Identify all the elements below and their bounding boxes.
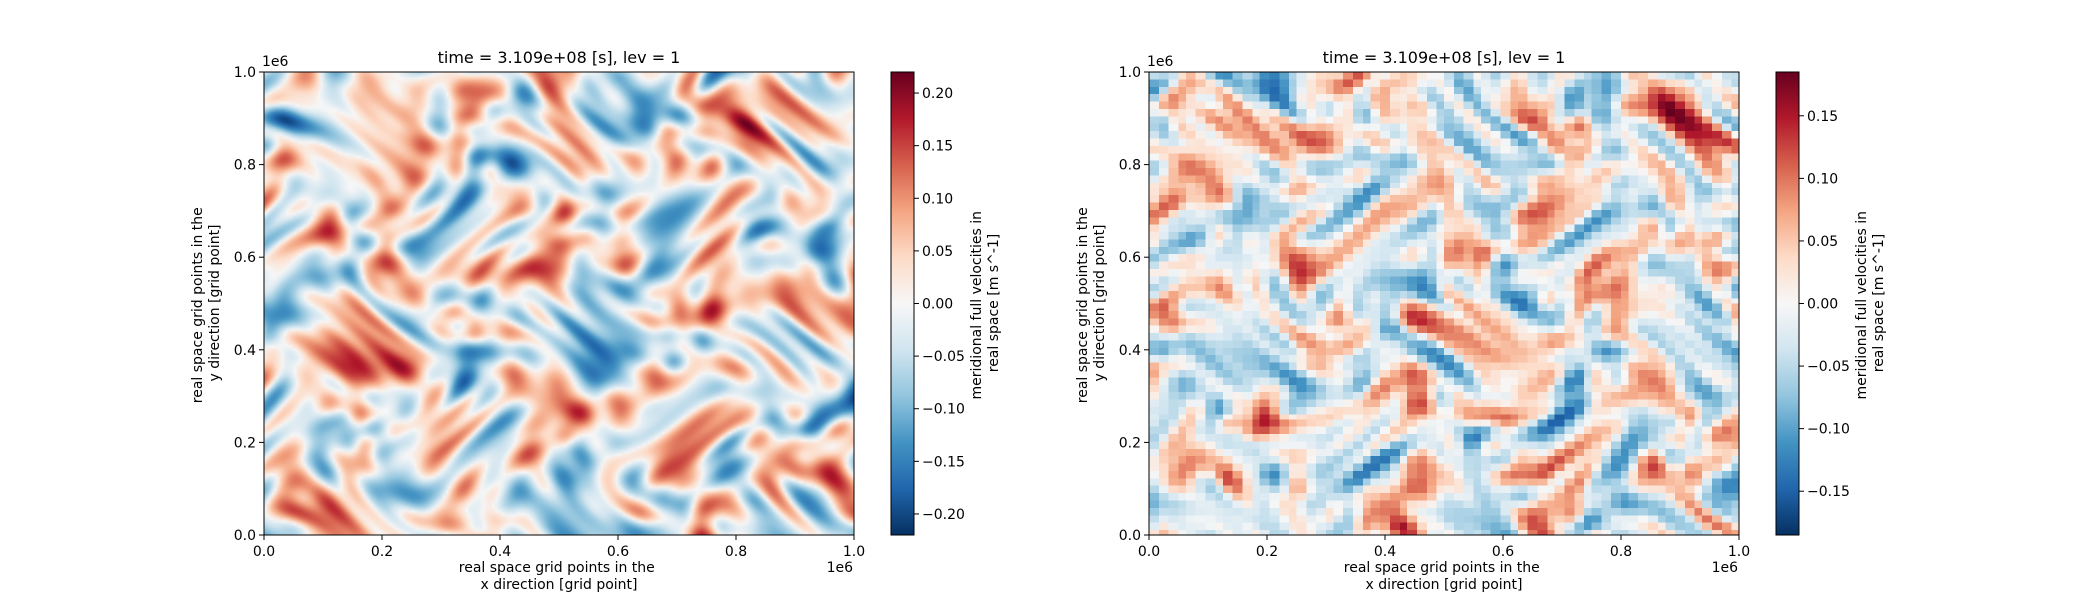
colorbar-label-line1: meridional full velocities in [1854, 211, 1870, 400]
x-tick-label: 0.4 [489, 544, 511, 560]
x-tick-label: 1.0 [843, 544, 865, 560]
x-axis-ticks: 0.0 0.2 0.4 0.6 0.8 1.0 [1138, 535, 1750, 560]
colorbar: −0.15 −0.10 −0.05 0.00 0.05 0.10 0.15 meridion… [1775, 71, 1887, 536]
y-tick-label: 0.8 [234, 158, 256, 174]
x-tick-label: 0.4 [1374, 544, 1396, 560]
y-axis-label: real space grid points in the y directio… [1075, 203, 1108, 403]
y-tick-label: 0.0 [234, 528, 256, 544]
colorbar-gradient [1775, 71, 1800, 536]
x-offset-label: 1e6 [1712, 560, 1739, 576]
colorbar-label: meridional full velocities in real space… [1854, 207, 1887, 400]
colorbar-gradient [890, 71, 915, 536]
colorbar-tick-label: −0.05 [1807, 359, 1850, 375]
right-panel: time = 3.109e+08 [s], lev = 1 0.0 0.2 0.4 0… [1075, 48, 1887, 593]
y-axis-label-line2: y direction [grid point] [207, 224, 223, 381]
y-tick-label: 0.8 [1119, 158, 1141, 174]
axes-frame [263, 71, 855, 536]
x-axis-label: real space grid points in the x directio… [1344, 560, 1544, 593]
colorbar-label: meridional full velocities in real space… [969, 207, 1002, 400]
colorbar-tick-label: 0.00 [1807, 297, 1838, 313]
y-tick-label: 0.4 [1119, 343, 1141, 359]
x-tick-label: 0.0 [1138, 544, 1160, 560]
x-axis-ticks: 0.0 0.2 0.4 0.6 0.8 1.0 [253, 535, 865, 560]
y-tick-label: 1.0 [234, 65, 256, 81]
colorbar-tick-label: 0.10 [1807, 171, 1838, 187]
y-tick-label: 0.6 [1119, 250, 1141, 266]
x-tick-label: 0.8 [1610, 544, 1632, 560]
x-tick-label: 0.2 [371, 544, 393, 560]
colorbar-tick-label: 0.05 [1807, 234, 1838, 250]
x-offset-label: 1e6 [827, 560, 854, 576]
colorbar-ticks: −0.20 −0.15 −0.10 −0.05 0.00 0.05 0.10 0.15 0.20 [914, 86, 965, 523]
x-axis-label-line1: real space grid points in the [1344, 560, 1540, 576]
chart-title: time = 3.109e+08 [s], lev = 1 [438, 48, 681, 67]
y-axis-label-line1: real space grid points in the [190, 207, 206, 403]
colorbar-tick-label: 0.20 [922, 86, 953, 102]
colorbar-tick-label: 0.15 [922, 139, 953, 155]
y-offset-label: 1e6 [1147, 54, 1174, 70]
colorbar-tick-label: 0.00 [922, 297, 953, 313]
y-axis-label-line2: y direction [grid point] [1092, 224, 1108, 381]
colorbar-tick-label: −0.10 [922, 402, 965, 418]
y-tick-label: 1.0 [1119, 65, 1141, 81]
x-tick-label: 0.6 [607, 544, 629, 560]
x-axis-label-line2: x direction [grid point] [480, 577, 637, 593]
y-axis-label-line1: real space grid points in the [1075, 207, 1091, 403]
y-axis-ticks: 0.0 0.2 0.4 0.6 0.8 1.0 [1119, 65, 1149, 544]
heatmap-image [264, 72, 854, 535]
heatmap-image [1149, 72, 1739, 535]
colorbar-tick-label: −0.05 [922, 349, 965, 365]
chart-title: time = 3.109e+08 [s], lev = 1 [1323, 48, 1566, 67]
heatmap-area [1148, 71, 1740, 536]
y-axis-label: real space grid points in the y directio… [190, 203, 223, 403]
colorbar-label-line2: real space [m s^-1] [986, 234, 1002, 373]
axes-frame [1148, 71, 1740, 536]
x-tick-label: 0.2 [1256, 544, 1278, 560]
colorbar-label-line2: real space [m s^-1] [1871, 234, 1887, 373]
y-tick-label: 0.2 [1119, 435, 1141, 451]
colorbar-tick-label: 0.05 [922, 244, 953, 260]
y-tick-label: 0.4 [234, 343, 256, 359]
x-axis-label: real space grid points in the x directio… [459, 560, 659, 593]
colorbar-tick-label: 0.15 [1807, 109, 1838, 125]
x-tick-label: 0.8 [725, 544, 747, 560]
y-tick-label: 0.6 [234, 250, 256, 266]
colorbar-tick-label: −0.15 [922, 454, 965, 470]
x-tick-label: 0.0 [253, 544, 275, 560]
colorbar-label-line1: meridional full velocities in [969, 211, 985, 400]
x-axis-label-line2: x direction [grid point] [1365, 577, 1522, 593]
x-axis-label-line1: real space grid points in the [459, 560, 655, 576]
colorbar-tick-label: −0.15 [1807, 484, 1850, 500]
left-panel: time = 3.109e+08 [s], lev = 1 0.0 0.2 0.4 0… [190, 48, 1002, 593]
x-tick-label: 0.6 [1492, 544, 1514, 560]
y-offset-label: 1e6 [262, 54, 289, 70]
y-axis-ticks: 0.0 0.2 0.4 0.6 0.8 1.0 [234, 65, 264, 544]
heatmap-area [263, 71, 855, 536]
colorbar-ticks: −0.15 −0.10 −0.05 0.00 0.05 0.10 0.15 [1799, 109, 1850, 500]
y-tick-label: 0.2 [234, 435, 256, 451]
x-tick-label: 1.0 [1728, 544, 1750, 560]
colorbar: −0.20 −0.15 −0.10 −0.05 0.00 0.05 0.10 0.15 0.20… [890, 71, 1002, 536]
y-tick-label: 0.0 [1119, 528, 1141, 544]
colorbar-tick-label: −0.10 [1807, 422, 1850, 438]
colorbar-tick-label: 0.10 [922, 191, 953, 207]
colorbar-tick-label: −0.20 [922, 507, 965, 523]
